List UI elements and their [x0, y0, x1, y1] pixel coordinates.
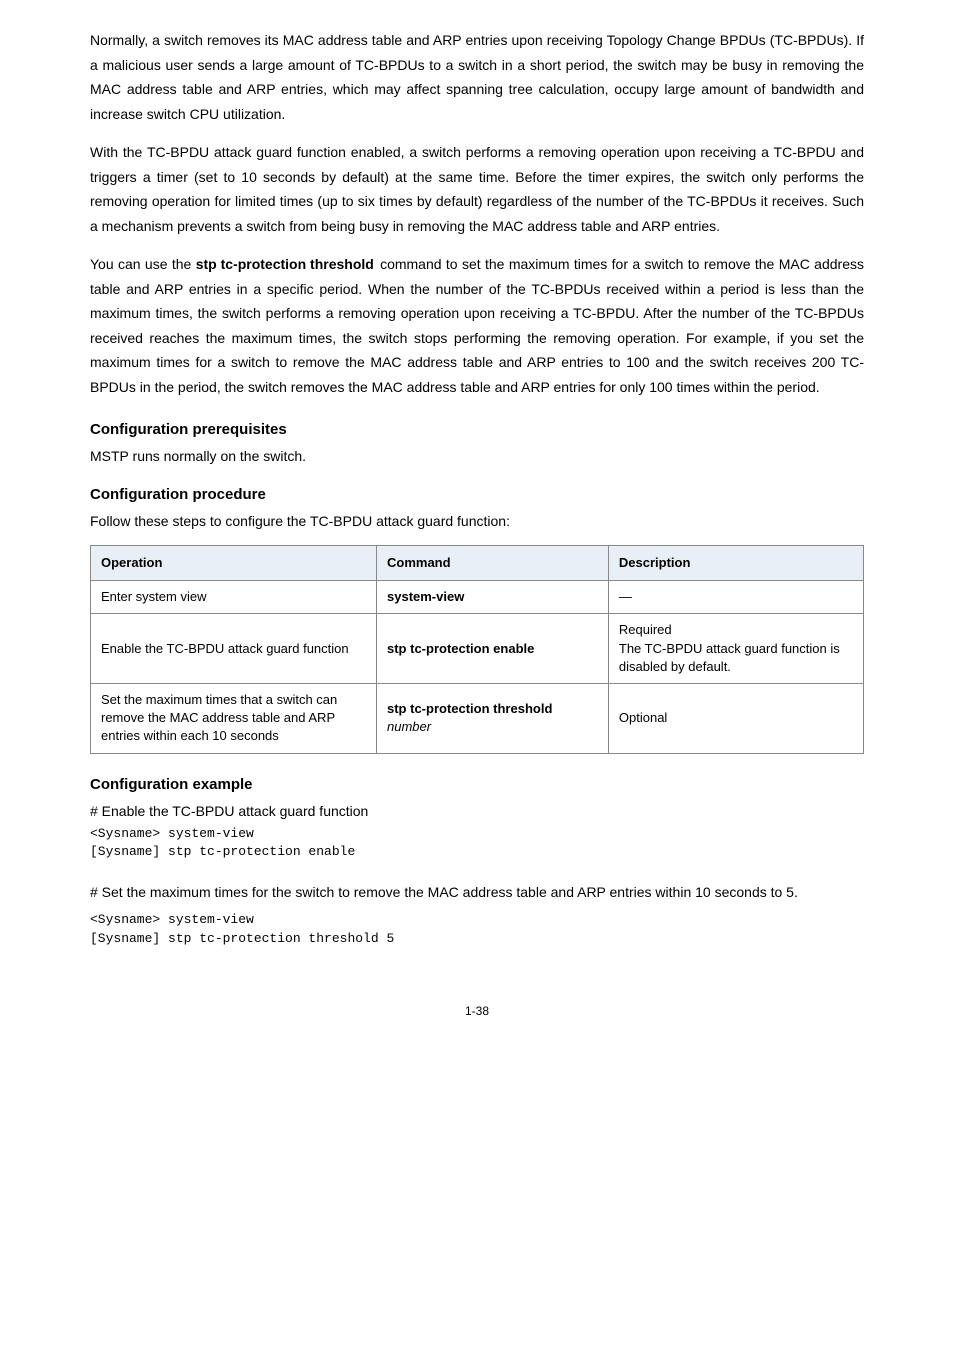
desc-required: Required [619, 622, 672, 637]
operation-cell: Enable the TC-BPDU attack guard function [91, 614, 377, 684]
heading-example: Configuration example [90, 776, 864, 793]
cli-block-1: <Sysname> system-view [Sysname] stp tc-p… [90, 825, 864, 863]
description-cell: Required The TC-BPDU attack guard functi… [608, 614, 863, 684]
command-bold: stp tc-protection threshold [387, 701, 552, 716]
p3-text-b: command to set the maximum times for a s… [90, 256, 864, 395]
command-cell: system-view [377, 581, 609, 614]
prerequisites-text: MSTP runs normally on the switch. [90, 448, 864, 464]
page-number: 1-38 [90, 1004, 864, 1018]
command-cell: stp tc-protection enable [377, 614, 609, 684]
table-row: Enter system view system-view — [91, 581, 864, 614]
cli-block-2: <Sysname> system-view [Sysname] stp tc-p… [90, 911, 864, 949]
heading-prerequisites: Configuration prerequisites [90, 421, 864, 438]
command-cell: stp tc-protection threshold number [377, 683, 609, 753]
desc-detail: The TC-BPDU attack guard function is dis… [619, 641, 840, 674]
description-cell: — [608, 581, 863, 614]
table-header-operation: Operation [91, 546, 377, 581]
description-cell: Optional [608, 683, 863, 753]
example-step-1: # Enable the TC-BPDU attack guard functi… [90, 803, 864, 819]
paragraph-1: Normally, a switch removes its MAC addre… [90, 28, 864, 126]
example-step-2: # Set the maximum times for the switch t… [90, 880, 864, 905]
table-header-command: Command [377, 546, 609, 581]
p3-command: stp tc-protection threshold [196, 252, 376, 277]
command-arg: number [387, 719, 431, 734]
operation-cell: Enter system view [91, 581, 377, 614]
table-row: Enable the TC-BPDU attack guard function… [91, 614, 864, 684]
table-header-description: Description [608, 546, 863, 581]
p3-text-a: You can use the [90, 256, 196, 272]
table-row: Set the maximum times that a switch can … [91, 683, 864, 753]
procedure-intro: Follow these steps to configure the TC-B… [90, 513, 864, 529]
operation-cell: Set the maximum times that a switch can … [91, 683, 377, 753]
config-table: Operation Command Description Enter syst… [90, 545, 864, 754]
paragraph-3: You can use the stp tc-protection thresh… [90, 252, 864, 399]
table-header-row: Operation Command Description [91, 546, 864, 581]
paragraph-2: With the TC-BPDU attack guard function e… [90, 140, 864, 238]
heading-procedure: Configuration procedure [90, 486, 864, 503]
